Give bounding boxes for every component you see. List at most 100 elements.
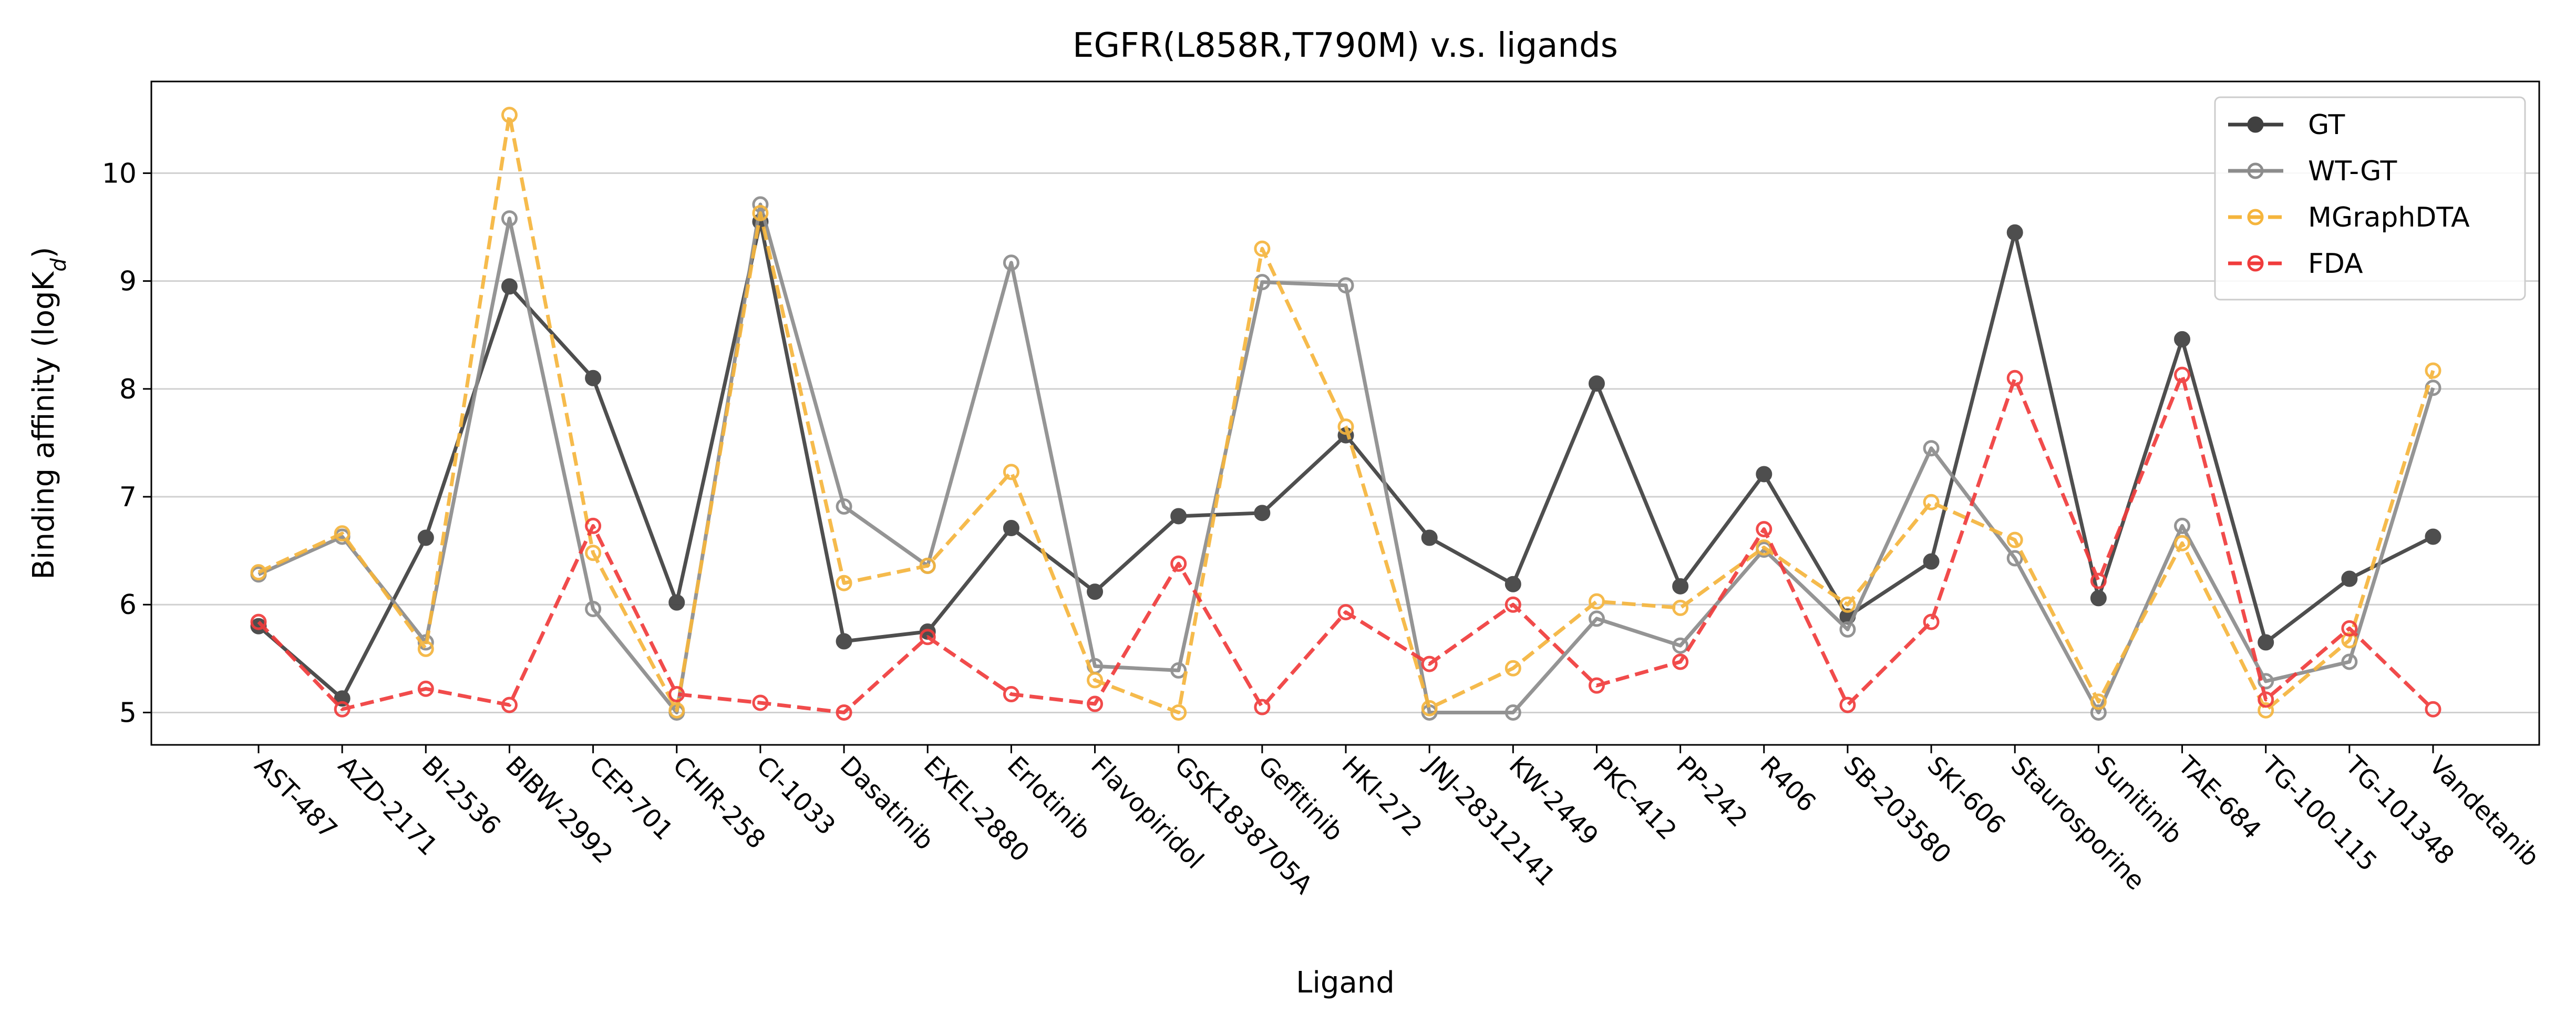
data-point: [1588, 677, 1605, 694]
data-point: [1839, 596, 1856, 613]
data-point: [1505, 596, 1521, 613]
xtick-label: PP-242: [1671, 751, 1753, 833]
data-point: [1756, 466, 1773, 483]
data-point: [1672, 653, 1689, 670]
data-point: [501, 210, 518, 227]
ytick-label: 6: [119, 589, 137, 621]
data-point: [1923, 494, 1940, 510]
data-point: [2090, 693, 2107, 710]
data-point: [1505, 576, 1521, 592]
data-point: [919, 557, 936, 574]
legend-marker: [2247, 116, 2264, 133]
data-point: [1505, 704, 1521, 721]
legend-entry-gt: GT: [2228, 109, 2345, 141]
data-point: [2006, 224, 2023, 241]
data-point: [1588, 593, 1605, 610]
legend: GT WT-GT MGraphDTA FDA: [2214, 96, 2526, 301]
data-point: [2425, 362, 2441, 379]
ytick-label: 8: [119, 374, 137, 405]
data-point: [1588, 375, 1605, 392]
data-point: [2006, 550, 2023, 567]
data-point: [2090, 572, 2107, 589]
data-point: [2174, 366, 2191, 383]
data-point: [501, 107, 518, 124]
data-point: [1337, 277, 1354, 294]
legend-entry-mgraphdta: MGraphDTA: [2228, 202, 2470, 233]
data-point: [836, 575, 852, 591]
series-line: [257, 113, 2435, 714]
data-point: [417, 640, 434, 657]
y-axis-title-subscript: d: [47, 258, 71, 272]
data-point: [1923, 440, 1940, 457]
data-point: [1839, 697, 1856, 713]
data-point: [1588, 610, 1605, 627]
legend-marker: [2247, 162, 2264, 179]
data-point: [1337, 604, 1354, 621]
data-point: [1923, 613, 1940, 630]
data-point: [585, 545, 602, 561]
data-point: [752, 694, 769, 711]
xtick-label: HKI-272: [1336, 751, 1428, 842]
ytick-label: 7: [119, 482, 137, 513]
ytick-label: 9: [119, 266, 137, 298]
data-point: [585, 370, 602, 386]
data-point: [2258, 702, 2274, 719]
data-point: [1254, 240, 1271, 257]
data-point: [417, 680, 434, 697]
data-point: [2090, 590, 2107, 607]
data-point: [1087, 695, 1104, 712]
legend-entry-fda: FDA: [2228, 248, 2363, 280]
legend-label: WT-GT: [2308, 156, 2397, 187]
data-point: [668, 702, 685, 719]
data-point: [2258, 634, 2274, 651]
data-point: [2174, 331, 2191, 347]
plot-frame: [150, 80, 2540, 746]
grid: [151, 172, 2539, 713]
data-point: [417, 529, 434, 546]
xtick-label: AST-487: [249, 751, 343, 845]
xtick-label: R406: [1754, 751, 1821, 818]
data-point: [2258, 691, 2274, 708]
data-point: [1003, 254, 1019, 271]
legend-marker: [2247, 209, 2264, 226]
data-point: [1839, 621, 1856, 638]
y-axis-title: Binding affinity (logKd): [27, 247, 71, 579]
data-point: [1672, 637, 1689, 654]
series-mgraphdta: [250, 107, 2441, 721]
data-point: [2090, 704, 2107, 721]
data-point: [1003, 686, 1019, 703]
x-axis: AST-487AZD-2171BI-2536BIBW-2992CEP-701CH…: [249, 745, 2545, 900]
x-axis-title: Ligand: [1296, 966, 1395, 1000]
data-point: [1923, 553, 1940, 570]
data-point: [1254, 505, 1271, 521]
data-point: [1421, 529, 1438, 546]
legend-entries: GT WT-GT MGraphDTA FDA: [2228, 109, 2470, 280]
data-point: [1170, 508, 1187, 525]
y-axis-title-end: ): [27, 247, 61, 258]
data-point: [334, 525, 351, 542]
data-point: [1087, 583, 1104, 600]
data-point: [2341, 620, 2358, 637]
data-point: [836, 704, 852, 721]
data-point: [250, 613, 267, 630]
data-point: [1003, 464, 1019, 480]
ytick-label: 5: [119, 697, 137, 729]
ytick-label: 10: [102, 158, 137, 189]
data-point: [836, 498, 852, 515]
data-point: [836, 633, 852, 650]
data-point: [1003, 520, 1019, 537]
series-wt-gt: [250, 196, 2441, 721]
y-axis: 5 6 7 8 9 10: [102, 158, 151, 729]
data-point: [1421, 700, 1438, 716]
data-point: [1672, 599, 1689, 616]
series-line: [257, 202, 2435, 714]
data-point: [1505, 660, 1521, 677]
data-point: [1170, 555, 1187, 572]
data-point: [2006, 531, 2023, 548]
chart-title: EGFR(L858R,T790M) v.s. ligands: [1073, 26, 1618, 65]
legend-label: FDA: [2308, 248, 2363, 280]
data-point: [1170, 662, 1187, 679]
data-point: [2341, 653, 2358, 670]
data-point: [585, 600, 602, 617]
